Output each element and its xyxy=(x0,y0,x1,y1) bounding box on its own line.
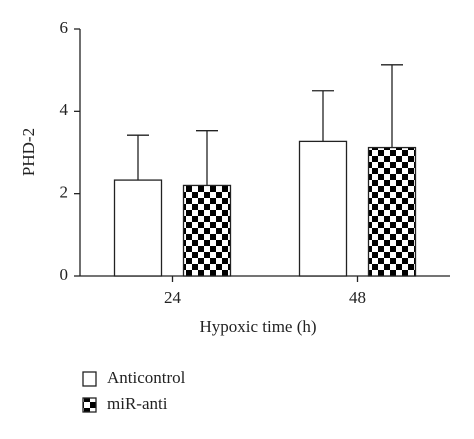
bar xyxy=(367,146,417,277)
legend-label: Anticontrol xyxy=(107,368,186,387)
x-tick-label: 48 xyxy=(349,288,366,307)
legend-swatch xyxy=(82,371,97,387)
bar xyxy=(182,184,232,277)
error-bar xyxy=(381,64,403,148)
error-bar xyxy=(196,130,218,186)
y-tick-label: 2 xyxy=(60,183,69,202)
y-tick-label: 0 xyxy=(60,265,69,284)
legend-swatch xyxy=(82,397,97,413)
x-tick-label: 24 xyxy=(164,288,182,307)
bar xyxy=(298,140,348,277)
x-axis-label: Hypoxic time (h) xyxy=(199,317,316,336)
error-bar xyxy=(312,90,334,142)
bar xyxy=(113,179,163,277)
legend-label: miR-anti xyxy=(107,394,168,413)
y-tick-label: 4 xyxy=(60,100,69,119)
y-axis-label: PHD-2 xyxy=(19,128,38,176)
error-bar xyxy=(127,134,149,181)
y-tick-label: 6 xyxy=(60,18,69,37)
